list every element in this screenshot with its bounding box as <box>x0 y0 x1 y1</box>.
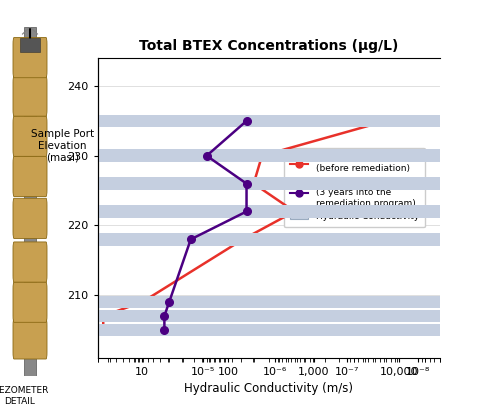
Bar <box>98 115 440 127</box>
Bar <box>98 310 440 322</box>
Bar <box>98 324 440 336</box>
Bar <box>20 37 40 52</box>
Legend: BTEX Concentrations
(before remediation), BTEX Concentrations
(3 years into the
: BTEX Concentrations (before remediation)… <box>284 148 425 228</box>
Text: PIEZOMETER
DETAIL: PIEZOMETER DETAIL <box>0 386 48 406</box>
FancyBboxPatch shape <box>13 319 47 359</box>
Bar <box>98 149 440 162</box>
Bar <box>98 205 440 218</box>
FancyBboxPatch shape <box>13 37 47 78</box>
Bar <box>98 296 440 308</box>
FancyBboxPatch shape <box>13 242 47 282</box>
X-axis label: Hydraulic Conductivity (m/s): Hydraulic Conductivity (m/s) <box>184 382 353 395</box>
FancyBboxPatch shape <box>13 76 47 116</box>
FancyBboxPatch shape <box>13 282 47 322</box>
Text: Sample Port
Elevation
(masl): Sample Port Elevation (masl) <box>31 129 94 162</box>
Bar <box>24 27 36 376</box>
Title: Total BTEX Concentrations (μg/L): Total BTEX Concentrations (μg/L) <box>139 39 398 53</box>
FancyBboxPatch shape <box>13 156 47 196</box>
FancyBboxPatch shape <box>13 198 47 238</box>
Bar <box>98 177 440 190</box>
Bar <box>98 233 440 245</box>
FancyBboxPatch shape <box>13 116 47 156</box>
